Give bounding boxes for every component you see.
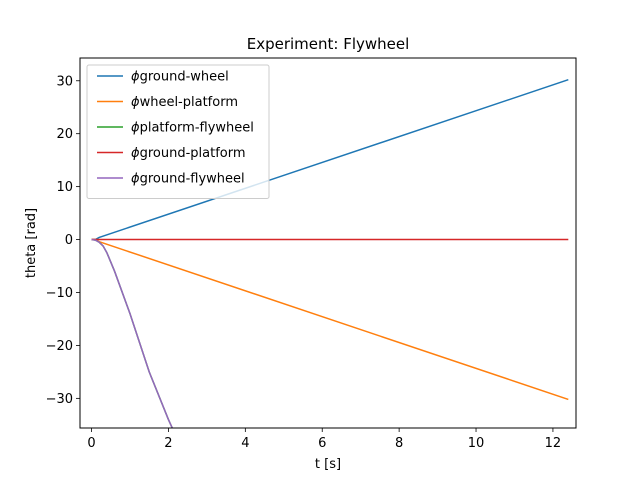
x-tick-label: 2	[164, 436, 172, 451]
series-line-wheel-platform	[91, 238, 569, 401]
y-tick-label: −30	[46, 392, 73, 407]
legend-box	[86, 64, 270, 199]
x-axis-ticks: 0 2 4 6 8 10 12	[87, 428, 561, 451]
y-tick-label: 30	[56, 74, 73, 89]
series-layer	[91, 78, 569, 428]
legend-label-ground-platform: ϕground-platform	[131, 146, 246, 161]
x-tick-label: 12	[545, 436, 562, 451]
y-tick-label: 10	[56, 180, 73, 195]
plot-frame	[79, 57, 577, 429]
y-tick-label: −10	[46, 286, 73, 301]
legend-label-platform-flywheel: ϕplatform-flywheel	[131, 121, 254, 136]
series-line-ground-flywheel	[91, 238, 173, 428]
y-axis-label: theta [rad]	[24, 208, 39, 278]
x-tick-label: 4	[241, 436, 249, 451]
x-tick-label: 6	[318, 436, 326, 451]
legend: ϕground-wheel ϕwheel-platform ϕplatform-fl…	[86, 64, 270, 199]
legend-label-wheel-platform: ϕwheel-platform	[131, 95, 238, 110]
y-axis-ticks: −30 −20 −10 0 10 20 30	[46, 74, 80, 407]
chart-title: Experiment: Flywheel	[247, 35, 410, 53]
y-tick-label: 20	[56, 127, 73, 142]
y-tick-label: 0	[65, 233, 73, 248]
x-tick-label: 8	[395, 436, 403, 451]
x-tick-label: 0	[87, 436, 95, 451]
y-tick-label: −20	[46, 339, 73, 354]
legend-label-ground-wheel: ϕground-wheel	[131, 70, 229, 85]
legend-label-ground-flywheel: ϕground-flywheel	[131, 172, 245, 187]
x-axis-label: t [s]	[315, 457, 341, 472]
x-tick-label: 10	[468, 436, 485, 451]
